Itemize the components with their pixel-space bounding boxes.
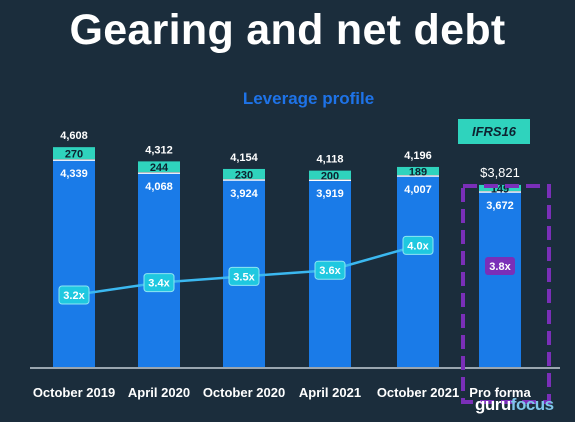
category-label-4: October 2021 — [377, 385, 459, 400]
category-label-0: October 2019 — [33, 385, 115, 400]
total-label-3: 4,118 — [317, 154, 344, 166]
net-debt-value-label-4: 4,007 — [404, 184, 432, 196]
leverage-label-1: 3.4x — [148, 278, 170, 290]
lease-value-label-3: 200 — [321, 170, 339, 182]
bar-lease-1 — [138, 161, 180, 173]
leverage-marker-2 — [228, 266, 260, 286]
net-debt-value-label-5: 3,672 — [486, 200, 514, 212]
leverage-marker-3 — [314, 260, 346, 280]
bar-lease-0 — [53, 147, 95, 160]
chart-subtitle: Leverage profile — [242, 89, 375, 108]
bar-net-debt-0 — [53, 160, 95, 368]
ifrs16-badge: IFRS16 — [458, 119, 530, 144]
total-label-1: 4,312 — [145, 144, 173, 156]
leverage-marker-0 — [58, 285, 90, 305]
lease-value-label-0: 270 — [65, 149, 83, 161]
net-debt-value-label-0: 4,339 — [60, 168, 88, 180]
leverage-marker-5 — [485, 257, 515, 275]
category-label-3: April 2021 — [299, 385, 361, 400]
lease-value-label-4: 189 — [409, 166, 427, 178]
bar-lease-5 — [479, 184, 521, 192]
bar-net-debt-1 — [138, 173, 180, 368]
leverage-label-0: 3.2x — [63, 290, 85, 302]
bar-lease-2 — [223, 168, 265, 179]
leverage-marker-1 — [143, 273, 175, 293]
lease-value-label-2: 230 — [235, 169, 253, 181]
leverage-label-2: 3.5x — [233, 271, 255, 283]
bar-net-debt-5 — [479, 192, 521, 368]
bar-lease-4 — [397, 166, 439, 175]
watermark-focus: focus — [510, 395, 554, 414]
net-debt-value-label-1: 4,068 — [145, 181, 173, 193]
total-label-4: 4,196 — [404, 150, 432, 162]
leverage-marker-4 — [402, 235, 434, 255]
net-debt-value-label-2: 3,924 — [230, 188, 258, 200]
bar-lease-3 — [309, 170, 351, 180]
net-debt-value-label-3: 3,919 — [316, 188, 344, 200]
category-label-5: Pro forma — [469, 385, 531, 400]
total-label-0: 4,608 — [60, 130, 88, 142]
page-title: Gearing and net debt — [69, 6, 506, 54]
gurufocus-watermark: gurufocus — [475, 395, 554, 415]
leverage-label-4: 4.0x — [407, 240, 429, 252]
total-label-5: $3,821 — [480, 165, 520, 180]
leverage-label-5: 3.8x — [489, 261, 511, 273]
category-label-1: April 2020 — [128, 385, 190, 400]
bar-net-debt-4 — [397, 175, 439, 368]
lease-value-label-1: 244 — [150, 162, 169, 174]
watermark-guru: guru — [475, 395, 511, 414]
total-label-2: 4,154 — [230, 152, 258, 164]
proforma-highlight-box — [461, 184, 551, 404]
leverage-label-3: 3.6x — [319, 265, 341, 277]
category-label-2: October 2020 — [203, 385, 285, 400]
